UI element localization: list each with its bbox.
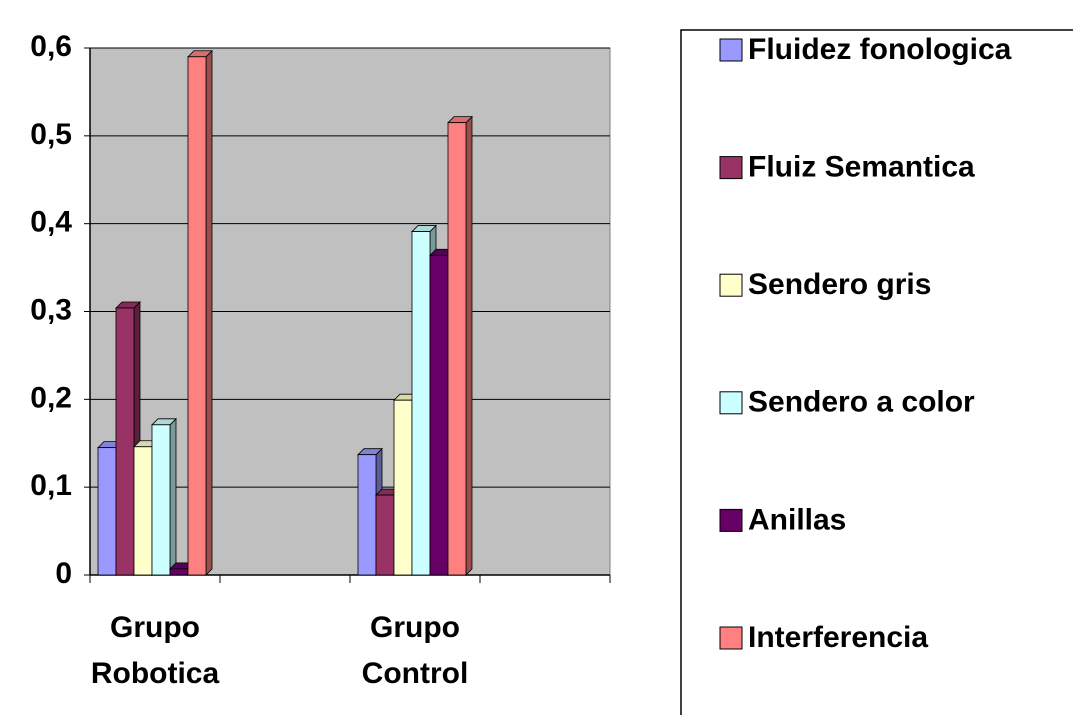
legend-swatch xyxy=(719,38,743,62)
bar xyxy=(187,56,207,576)
bar xyxy=(357,454,377,576)
bar-side xyxy=(205,49,213,576)
legend-swatch xyxy=(719,156,743,180)
bar xyxy=(97,447,117,576)
legend-label: Sendero a color xyxy=(748,386,975,419)
y-tick-label: 0,2 xyxy=(30,381,72,414)
bar-side xyxy=(169,417,177,576)
bar-side xyxy=(465,115,473,576)
bar xyxy=(133,446,153,576)
bar xyxy=(393,399,413,576)
legend-swatch xyxy=(719,273,743,297)
bar xyxy=(411,231,431,576)
legend-label: Anillas xyxy=(748,503,846,536)
legend-swatch xyxy=(719,626,743,650)
bar xyxy=(169,568,189,576)
bar xyxy=(115,307,135,576)
bar xyxy=(447,122,467,576)
legend-label: Interferencia xyxy=(748,621,928,654)
bar xyxy=(375,494,395,576)
bar xyxy=(151,424,171,576)
legend-label: Sendero gris xyxy=(748,268,931,301)
y-tick-label: 0,4 xyxy=(30,206,72,239)
legend-label: Fluidez fonologica xyxy=(748,33,1012,66)
y-tick-label: 0 xyxy=(55,557,72,590)
y-tick-label: 0,5 xyxy=(30,118,72,151)
y-tick-label: 0,1 xyxy=(30,469,72,502)
legend-swatch xyxy=(719,391,743,415)
x-tick-label: Grupo Control xyxy=(361,611,469,690)
y-tick-label: 0,3 xyxy=(30,293,72,326)
legend-swatch xyxy=(719,508,743,532)
legend-box xyxy=(680,29,1073,715)
bar xyxy=(429,254,449,576)
legend-label: Fluiz Semantica xyxy=(748,151,975,184)
x-tick-label: Grupo Robotica xyxy=(90,611,220,690)
y-tick-label: 0,6 xyxy=(30,30,72,63)
